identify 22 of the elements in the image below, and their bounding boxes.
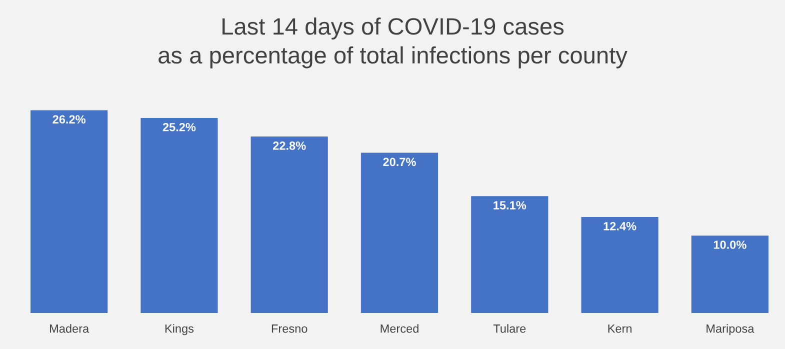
x-tick-label: Mariposa [706,324,754,336]
bar [250,136,328,313]
x-tick-label: Fresno [272,324,308,333]
bar [140,118,218,313]
data-label: 10.0% [714,240,746,249]
data-label: 12.4% [604,222,636,230]
data-label: 15.1% [494,201,526,210]
x-tick-label: Tulare [493,324,526,333]
data-label: 26.2% [52,115,86,124]
chart-title: Last 14 days of COVID-19 cases as a percentage of total infections per county [158,17,628,68]
x-tick-label: Kern [608,324,632,333]
bar [30,110,108,313]
bar [360,152,438,313]
x-tick-label: Merced [380,324,418,333]
x-tick-label: Kings [165,324,194,336]
data-label: 22.8% [273,142,306,150]
bar [471,196,548,313]
data-label: 25.2% [162,122,196,132]
data-label: 20.7% [383,158,416,166]
bar [581,217,658,313]
x-tick-label: Madera [50,324,90,333]
bar [691,236,768,313]
